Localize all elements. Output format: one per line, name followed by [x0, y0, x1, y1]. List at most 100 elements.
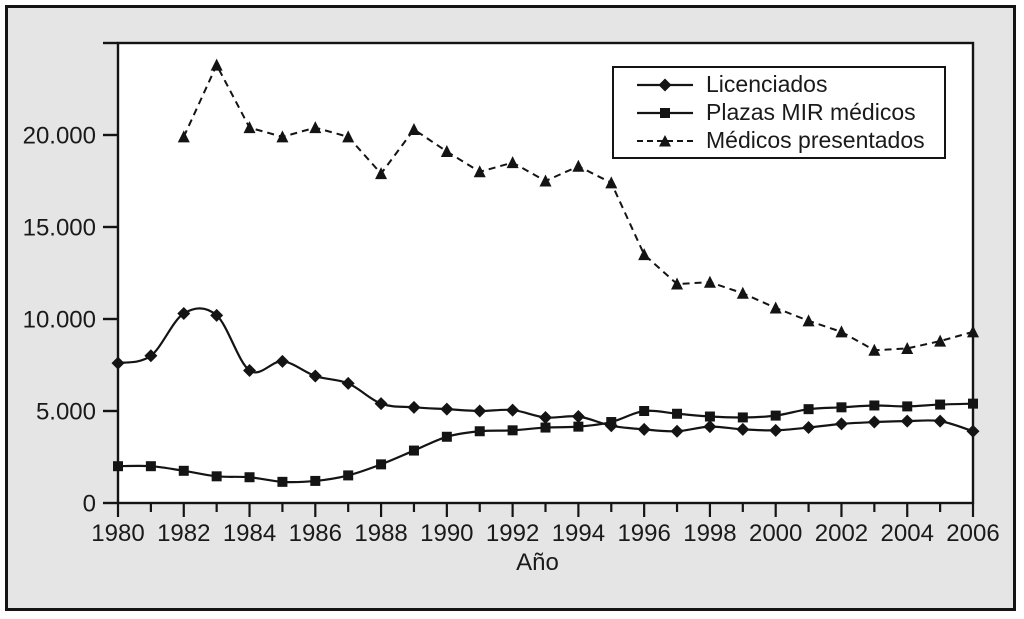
data-point-square [507, 425, 518, 436]
x-axis-label: 1990 [420, 520, 473, 547]
legend-sample-square-line [637, 107, 693, 118]
data-point-square [935, 399, 946, 410]
data-point-diamond [802, 421, 816, 435]
data-point-triangle [473, 165, 486, 178]
data-point-square [244, 472, 255, 483]
data-point-square [968, 398, 978, 409]
data-point-square [737, 412, 748, 423]
y-axis-label: 10.000 [23, 306, 96, 333]
data-point-diamond [440, 402, 454, 416]
data-point-square [343, 470, 354, 481]
data-point-diamond [374, 397, 388, 411]
data-point-triangle [375, 167, 388, 180]
data-point-square [376, 459, 387, 470]
x-axis-label: 2006 [946, 520, 999, 547]
data-point-diamond [144, 349, 158, 363]
data-point-diamond [111, 356, 125, 370]
x-axis-label: 1984 [223, 520, 276, 547]
data-point-diamond [637, 422, 651, 436]
data-point-square [474, 426, 485, 437]
data-point-square [441, 431, 452, 442]
data-point-triangle [868, 343, 881, 356]
data-point-diamond [243, 364, 257, 378]
data-point-triangle [572, 159, 585, 172]
data-point-diamond [867, 415, 881, 429]
x-axis-label: 1988 [354, 520, 407, 547]
data-point-diamond [670, 424, 684, 438]
legend-sample-triangle-dashed-line [637, 134, 693, 146]
data-point-triangle [440, 145, 453, 158]
data-point-square [770, 410, 781, 421]
x-axis-label: 1986 [289, 520, 342, 547]
data-point-triangle [835, 325, 848, 338]
data-point-square [540, 422, 551, 433]
legend-label: Médicos presentados [706, 127, 925, 153]
y-axis-label: 5.000 [36, 398, 96, 425]
y-axis-label: 15.000 [23, 214, 96, 241]
data-point-square [639, 406, 650, 416]
x-axis-label: 1998 [683, 520, 736, 547]
data-point-square [573, 421, 584, 432]
x-axis-label: 1994 [552, 520, 605, 547]
data-point-square [145, 461, 156, 472]
data-point-triangle [407, 122, 420, 135]
data-point-triangle [243, 121, 256, 134]
chart-legend: Licenciados Plazas MIR médicos Médicos p… [612, 66, 946, 159]
data-point-square [836, 402, 847, 413]
y-axis-label: 0 [83, 490, 96, 517]
x-axis-label: 2004 [881, 520, 934, 547]
legend-item-plazas-mir: Plazas MIR médicos [636, 99, 944, 126]
data-point-square [178, 465, 189, 476]
data-point-triangle [342, 130, 355, 143]
data-point-diamond [210, 308, 224, 322]
data-point-square [704, 411, 715, 422]
data-point-square [310, 475, 321, 486]
data-point-square [113, 461, 123, 472]
data-point-diamond [966, 424, 980, 438]
data-point-diamond [571, 410, 585, 424]
legend-item-medicos-presentados: Médicos presentados [636, 127, 944, 154]
data-point-triangle [506, 156, 519, 169]
data-point-diamond [736, 422, 750, 436]
data-point-triangle [210, 58, 223, 71]
data-point-triangle [703, 275, 716, 288]
data-point-triangle [276, 130, 289, 143]
data-point-diamond [308, 369, 322, 383]
data-point-diamond [900, 414, 914, 428]
data-point-square [211, 471, 222, 482]
data-point-diamond [703, 420, 717, 434]
data-point-triangle [901, 341, 914, 354]
data-point-diamond [933, 414, 947, 428]
data-point-diamond [177, 306, 191, 320]
data-point-triangle [736, 286, 749, 299]
data-point-square [869, 400, 880, 411]
data-point-square [277, 476, 288, 487]
data-point-triangle [671, 277, 684, 290]
data-point-triangle [539, 174, 552, 187]
x-axis-label: 1996 [617, 520, 670, 547]
x-axis-label: 1982 [157, 520, 210, 547]
x-axis-label: 1980 [91, 520, 144, 547]
data-point-triangle [177, 130, 190, 143]
legend-item-licenciados: Licenciados [636, 71, 944, 98]
data-point-square [803, 404, 814, 415]
data-point-diamond [275, 354, 289, 368]
data-point-diamond [506, 403, 520, 417]
legend-sample-diamond-line [637, 78, 693, 91]
data-point-square [606, 417, 617, 428]
data-point-diamond [407, 400, 421, 414]
legend-label: Licenciados [706, 71, 828, 97]
data-point-triangle [769, 301, 782, 314]
data-point-square [902, 401, 913, 412]
data-point-triangle [802, 314, 815, 327]
data-point-diamond [473, 404, 487, 418]
data-point-triangle [934, 334, 947, 347]
x-axis-label: 1992 [486, 520, 539, 547]
x-axis-title: Año [516, 549, 559, 576]
x-axis-label: 2002 [815, 520, 868, 547]
data-point-square [408, 445, 419, 456]
data-point-triangle [605, 176, 618, 189]
x-axis-label: 2000 [749, 520, 802, 547]
data-point-triangle [638, 248, 651, 261]
data-point-diamond [341, 376, 355, 390]
